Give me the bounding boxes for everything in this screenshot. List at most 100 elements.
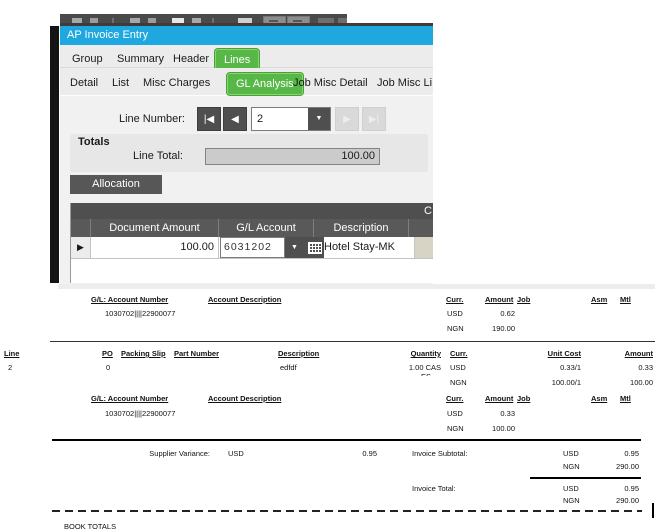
grid-header-description[interactable]: Description — [314, 219, 409, 237]
line-number: 2 — [8, 363, 13, 372]
line-curr-usd: USD — [450, 363, 466, 372]
report-header-quantity: Quantity — [410, 349, 441, 358]
line-description: edfdf — [280, 363, 297, 372]
invoice-subtotal-curr-usd: USD — [563, 449, 579, 458]
toolbar-icon-fragment — [172, 18, 184, 24]
tab-job-misc-detail[interactable]: Job Misc Detail — [293, 77, 368, 89]
totals-groupbox: Totals Line Total: 100.00 — [70, 134, 428, 172]
grid-header-document-amount[interactable]: Document Amount — [91, 219, 219, 237]
next-record-button-disabled[interactable]: ▶ — [335, 107, 359, 131]
gl1-account: 1030702||||22900077 — [105, 309, 176, 318]
line-unit-cost-usd: 0.33/1 — [560, 363, 581, 372]
report-header-account-description2: Account Description — [208, 394, 282, 403]
gl-account-editor[interactable]: 6031202 ▼ — [220, 237, 324, 258]
row-selector-icon[interactable]: ▶ — [71, 237, 91, 258]
report-header-amount2: Amount — [624, 349, 653, 358]
tab-misc-charges[interactable]: Misc Charges — [143, 77, 211, 89]
toolbar-button[interactable] — [263, 16, 286, 26]
report-header-account-description: Account Description — [208, 295, 282, 304]
line-amount-ngn: 100.00 — [630, 378, 653, 387]
report-header-description: Description — [278, 349, 320, 358]
report-dashed-rule — [52, 510, 642, 512]
line-number-value: 2 — [257, 113, 264, 125]
grid-header-row: Document Amount G/L Account Description … — [71, 219, 433, 237]
toolbar-separator — [112, 18, 114, 24]
invoice-total-label: Invoice Total: — [412, 484, 456, 493]
toolbar-icon-fragment — [318, 18, 334, 24]
totals-caption: Totals — [78, 136, 110, 148]
report-header-gl-account-number2: G/L: Account Number — [91, 394, 169, 403]
gl1-amount-usd: 0.62 — [500, 309, 515, 318]
subtotal-rule — [530, 477, 641, 479]
line-po: 0 — [106, 363, 111, 372]
cell-description[interactable]: Hotel Stay-MK — [320, 237, 415, 258]
gl2-curr-ngn: NGN — [447, 424, 464, 433]
grid-header-gl-account[interactable]: G/L Account — [219, 219, 314, 237]
first-record-button[interactable]: |◀ — [197, 107, 221, 131]
tab-gl-analysis-active[interactable]: GL Analysis — [227, 73, 303, 95]
toolbar-button[interactable] — [287, 16, 310, 26]
report-header-mtl2: Mtl — [620, 394, 631, 403]
report-header-packing-slip: Packing Slip — [121, 349, 166, 358]
tab-header[interactable]: Header — [173, 53, 210, 65]
tab-detail[interactable]: Detail — [70, 77, 99, 89]
report-header-job2: Job — [517, 394, 531, 403]
invoice-subtotal-curr-ngn: NGN — [563, 462, 580, 471]
toolbar-icon-fragment — [148, 18, 156, 24]
grid-group-band: C — [71, 203, 433, 219]
invoice-total-amount-usd: 0.95 — [624, 484, 639, 493]
ap-invoice-entry-window: AP Invoice Entry Group Summary Header Li… — [60, 23, 433, 284]
toolbar-icon-fragment — [338, 18, 347, 24]
tab-group[interactable]: Group — [72, 53, 103, 65]
line-total-label: Line Total: — [133, 150, 183, 162]
invoice-subtotal-amount-ngn: 290.00 — [616, 462, 639, 471]
line-quantity: 1.00 CAS — [408, 363, 441, 372]
report-page-edge — [652, 503, 654, 518]
gl1-amount-ngn: 190.00 — [492, 324, 515, 333]
invoice-subtotal-amount-usd: 0.95 — [624, 449, 639, 458]
grid-group-caption-partial: C — [424, 205, 432, 217]
gl1-curr-usd: USD — [447, 309, 463, 318]
report-header-gl-account-number: G/L: Account Number — [91, 295, 169, 304]
line-amount-usd: 0.33 — [638, 363, 653, 372]
invoice-total-amount-ngn: 290.00 — [616, 496, 639, 505]
previous-record-button[interactable]: ◀ — [223, 107, 247, 131]
background-window-edge — [50, 26, 59, 283]
gl2-amount-ngn: 100.00 — [492, 424, 515, 433]
gl1-curr-ngn: NGN — [447, 324, 464, 333]
cell-mul[interactable] — [415, 237, 433, 258]
chevron-down-icon[interactable]: ▼ — [308, 108, 330, 130]
report-header-curr3: Curr. — [446, 394, 464, 403]
gl-lookup-grid-icon[interactable] — [304, 237, 324, 258]
tab-summary[interactable]: Summary — [117, 53, 165, 65]
tab-lines-active[interactable]: Lines — [215, 49, 260, 71]
line-total-field[interactable]: 100.00 — [205, 148, 380, 165]
toolbar-separator — [212, 18, 214, 24]
gl2-amount-usd: 0.33 — [500, 409, 515, 418]
report-header-amount: Amount — [485, 295, 514, 304]
invoice-total-curr-ngn: NGN — [563, 496, 580, 505]
report-header-curr: Curr. — [446, 295, 464, 304]
last-record-button-disabled[interactable]: ▶| — [362, 107, 386, 131]
gl-account-input[interactable]: 6031202 — [220, 237, 285, 258]
gl-allocation-grid: C Document Amount G/L Account Descriptio… — [70, 203, 433, 283]
window-title: AP Invoice Entry — [67, 29, 149, 41]
line-number-label: Line Number: — [118, 113, 185, 125]
grid-header-selector — [71, 219, 91, 237]
line-number-combobox[interactable]: 2 ▼ — [251, 107, 331, 131]
report-header-mtl: Mtl — [620, 295, 631, 304]
report-rule — [50, 341, 655, 342]
report-header-amount3: Amount — [485, 394, 514, 403]
line-unit-cost-ngn: 100.00/1 — [551, 378, 581, 387]
window-titlebar[interactable]: AP Invoice Entry — [60, 26, 433, 45]
chevron-down-icon[interactable]: ▼ — [285, 237, 304, 258]
gl2-curr-usd: USD — [447, 409, 463, 418]
grid-data-row[interactable]: ▶ 100.00 6031202 ▼ Hotel Stay-MK — [71, 237, 433, 259]
line-quantity-wrap: ES — [421, 372, 431, 376]
allocation-button[interactable]: Allocation — [70, 175, 162, 194]
invoice-total-curr-usd: USD — [563, 484, 579, 493]
tab-list[interactable]: List — [112, 77, 130, 89]
secondary-tab-strip: Detail List Misc Charges GL Analysis Job… — [60, 68, 433, 96]
tab-job-misc-list[interactable]: Job Misc Li — [377, 77, 433, 89]
cell-document-amount[interactable]: 100.00 — [91, 237, 219, 258]
